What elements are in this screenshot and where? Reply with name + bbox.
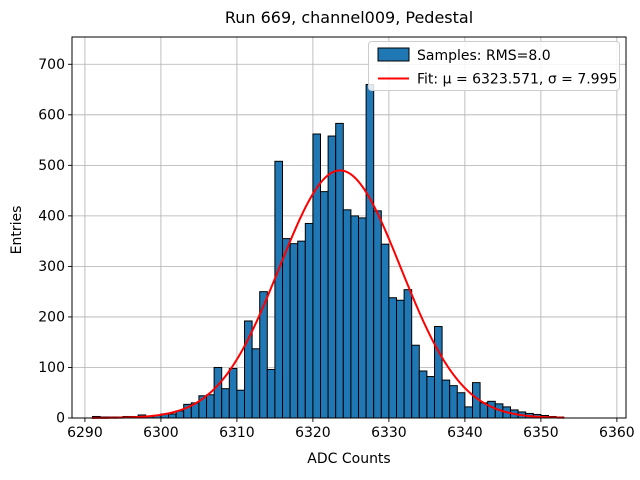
histogram-bar <box>426 376 435 419</box>
histogram-bar <box>266 368 276 419</box>
histogram-bar <box>221 388 230 419</box>
y-tick-label: 200 <box>38 309 65 325</box>
histogram-bar <box>365 83 375 419</box>
histogram-bar <box>395 299 405 419</box>
histogram-bar <box>441 379 451 419</box>
plot-border <box>71 36 627 419</box>
x-tick-label: 6360 <box>599 425 635 441</box>
legend-box <box>368 41 620 91</box>
histogram-bar <box>206 394 215 419</box>
y-tick-label: 500 <box>38 158 65 174</box>
histogram-bar <box>357 217 367 419</box>
legend-samples-swatch <box>377 47 410 62</box>
legend-samples-label: Samples: RMS=8.0 <box>417 48 551 64</box>
x-tick-label: 6340 <box>447 425 483 441</box>
x-tick-label: 6290 <box>67 425 103 441</box>
x-axis-label: ADC Counts <box>307 451 390 467</box>
histogram-bar <box>411 344 420 419</box>
histogram-bar <box>228 367 238 419</box>
histogram-bar <box>403 289 413 419</box>
histogram-bar <box>274 160 284 419</box>
y-axis-label: Entries <box>9 206 25 255</box>
histogram-bar <box>335 122 344 419</box>
y-tick-label: 700 <box>38 57 65 73</box>
histogram-bar <box>168 413 177 419</box>
y-tick-label: 0 <box>56 411 65 427</box>
legend-fit-label: Fit: μ = 6323.571, σ = 7.995 <box>417 72 617 88</box>
x-tick-label: 6310 <box>219 425 255 441</box>
histogram-bar <box>449 385 458 419</box>
y-tick-label: 600 <box>38 107 65 123</box>
histogram-bar <box>282 238 291 419</box>
histogram-bar <box>388 297 397 419</box>
gaussian-fit-line <box>91 169 565 419</box>
legend: Samples: RMS=8.0 Fit: μ = 6323.571, σ = … <box>368 41 620 91</box>
y-tick-labels: 0 100 200 300 400 500 600 700 <box>38 57 65 427</box>
histogram-bar <box>297 240 306 419</box>
histogram-bar <box>342 209 352 419</box>
histogram-bar <box>251 348 261 419</box>
x-tick-labels: 6290 6300 6310 6320 6330 6340 6350 6360 <box>67 425 635 441</box>
axes-spines <box>71 36 627 419</box>
histogram-bar <box>433 326 443 419</box>
histogram-bar <box>350 215 359 419</box>
grid-layer <box>72 37 626 418</box>
histogram-bar <box>327 135 337 419</box>
histogram-bar <box>380 243 390 419</box>
x-tick-label: 6350 <box>523 425 559 441</box>
y-tick-label: 400 <box>38 208 65 224</box>
x-tick-label: 6300 <box>143 425 179 441</box>
histogram-bar <box>320 191 329 419</box>
fit-curve-layer <box>91 169 565 419</box>
histogram-bar <box>312 133 322 419</box>
histogram-bar <box>236 389 246 419</box>
histogram-bar <box>304 222 314 419</box>
y-tick-label: 100 <box>38 360 65 376</box>
histogram-bar <box>213 366 223 419</box>
histogram-bar <box>487 400 496 419</box>
x-tick-label: 6320 <box>295 425 331 441</box>
histogram-bars <box>92 83 565 419</box>
x-tick-label: 6330 <box>371 425 407 441</box>
chart-title: Run 669, channel009, Pedestal <box>225 8 473 27</box>
y-tick-label: 300 <box>38 259 65 275</box>
histogram-bar <box>464 406 473 419</box>
histogram-bar <box>289 243 299 419</box>
histogram-bar <box>456 392 466 419</box>
tick-marks <box>68 63 618 422</box>
histogram-bar <box>418 370 428 419</box>
histogram-bar <box>373 210 382 419</box>
